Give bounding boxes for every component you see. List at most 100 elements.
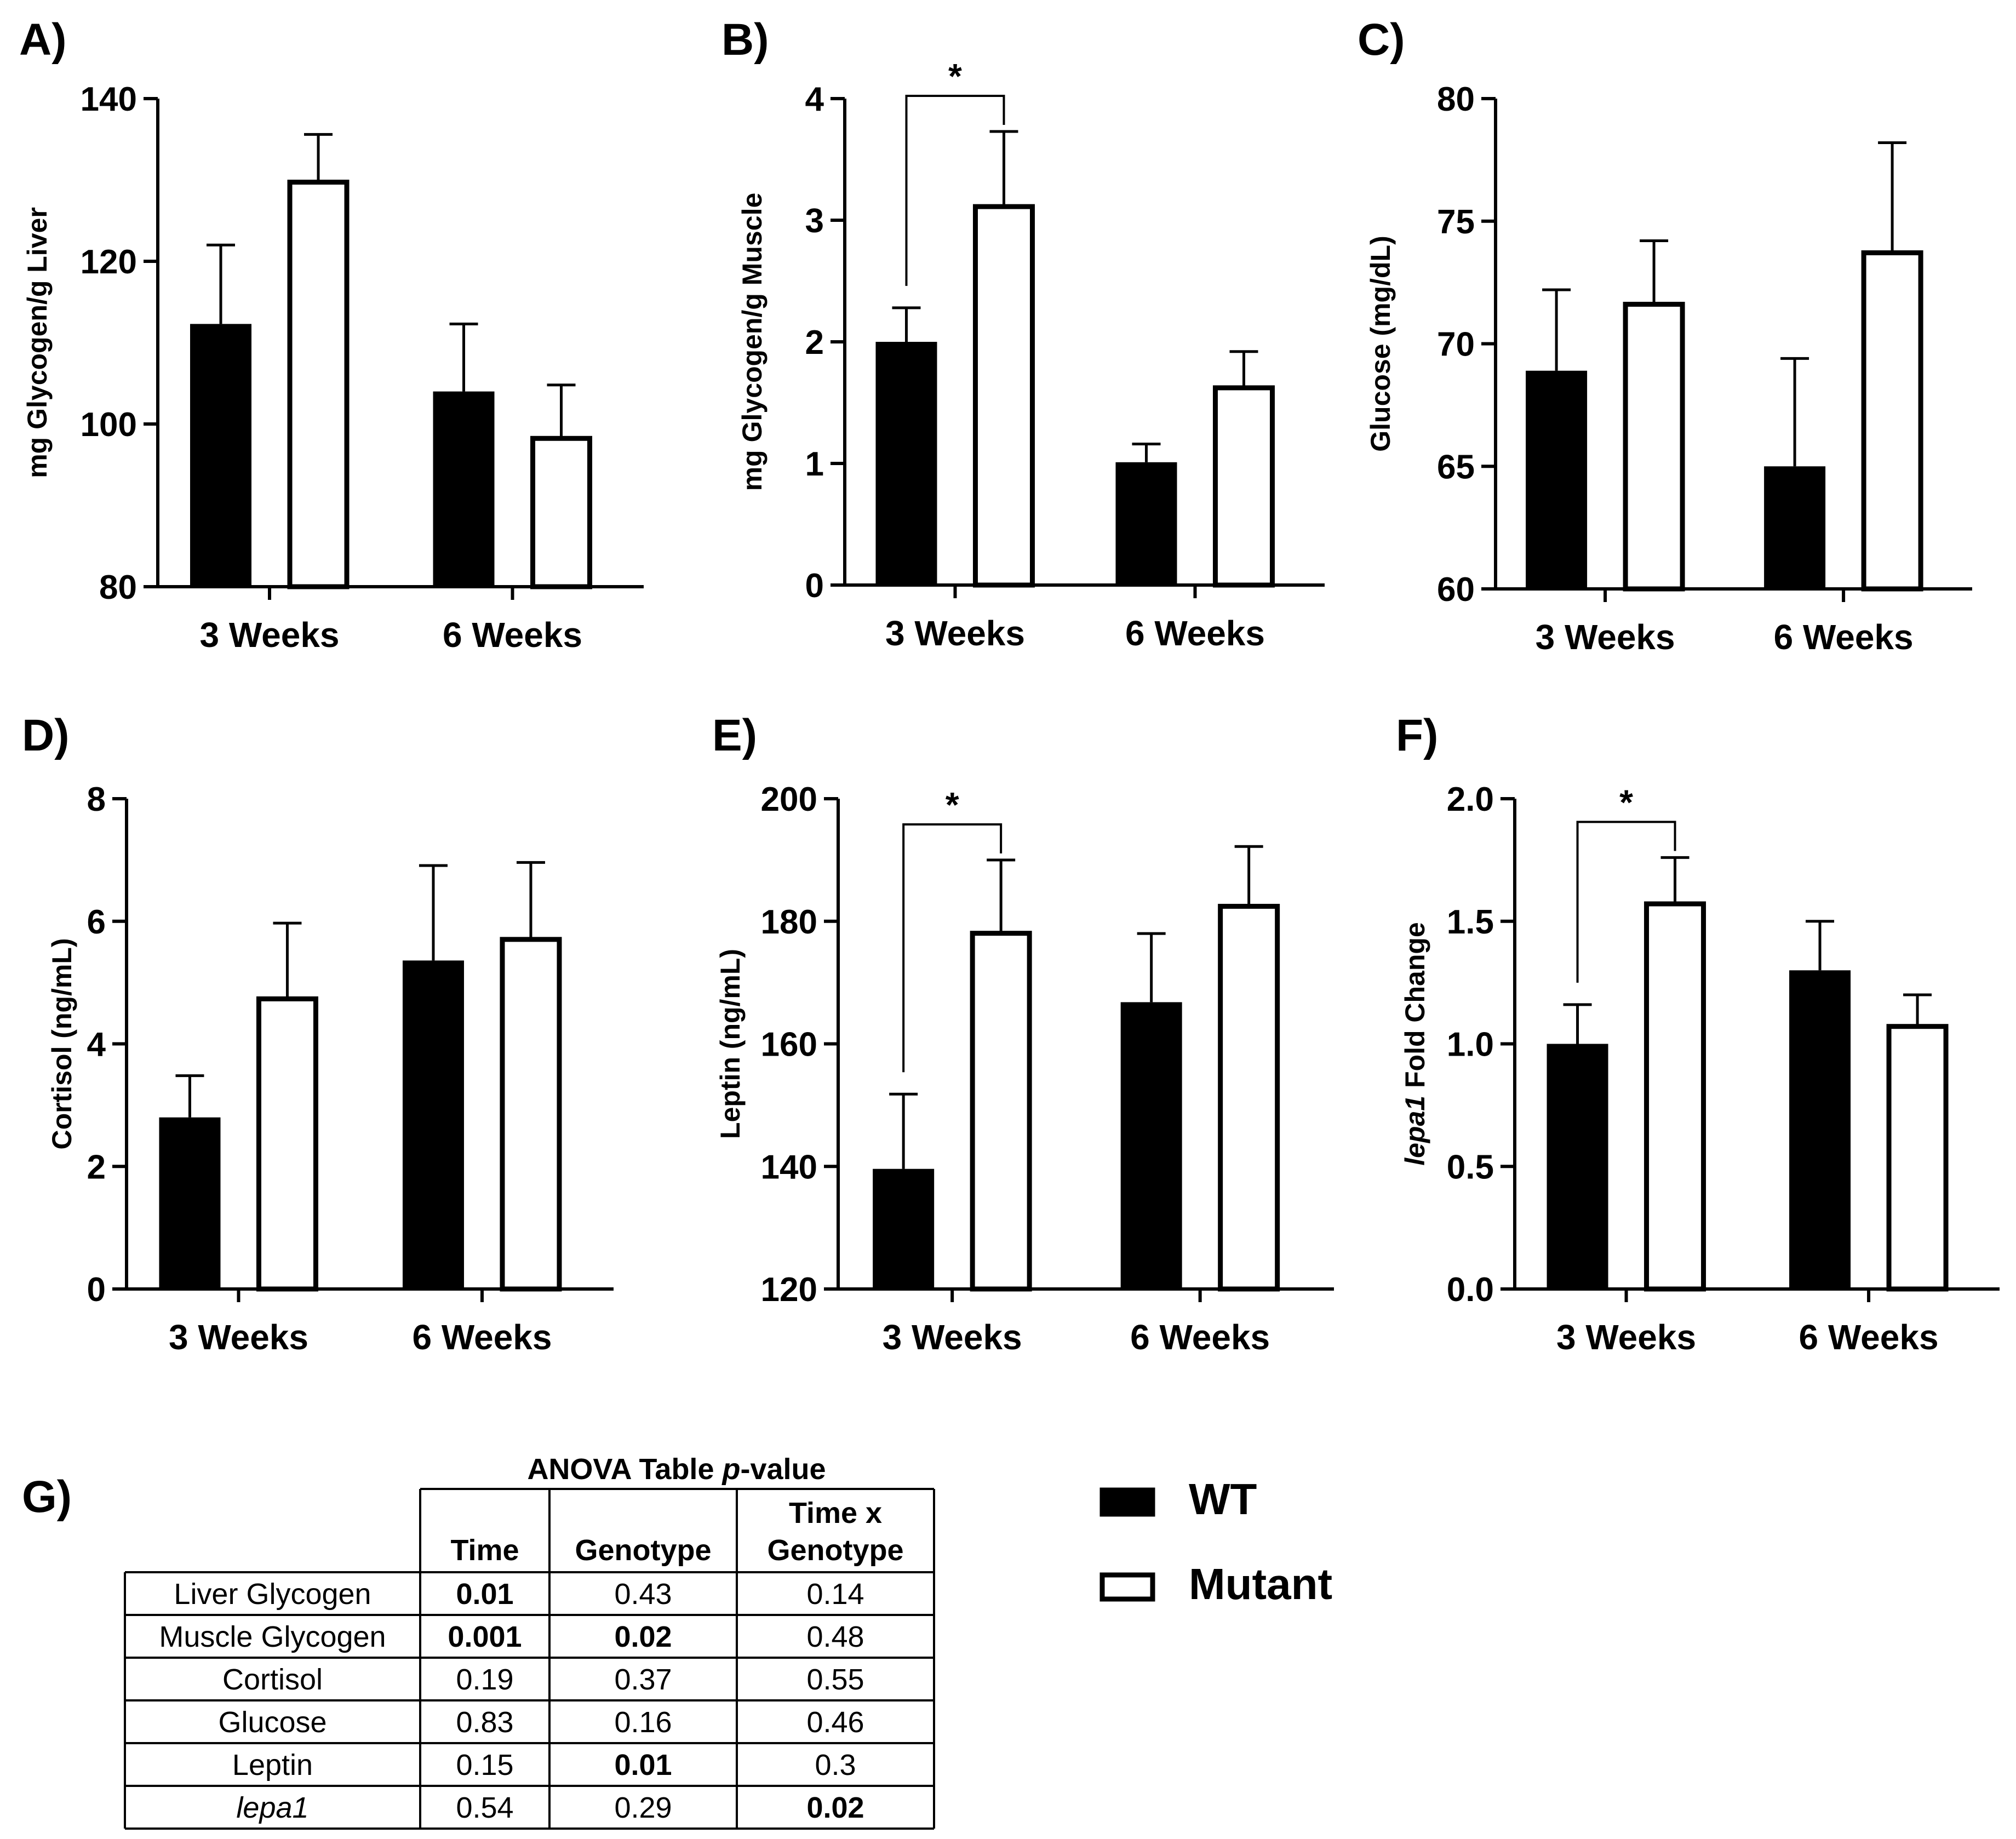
chart-panel-f: F) 0.0 0.5 1.0 1.5 2.0 lepa1 Fold Change 3 Week… [1396,711,2000,1357]
wt-bar [159,1117,221,1289]
panel-label: D) [22,711,70,760]
table-cell: 0.16 [614,1706,672,1739]
chart-panel-c: C) 60 65 70 75 80 Glucose (mg/dL) 3 Weeks 6 Week… [1358,15,1972,657]
legend-label: Mutant [1189,1560,1332,1608]
x-tick-label: 3 Weeks [1536,617,1675,657]
table-col-header: Genotype [767,1534,903,1567]
table-row-label: Cortisol [222,1663,323,1696]
wt-bar [1547,1044,1608,1289]
wt-bar [873,1168,935,1289]
wt-bar [1764,466,1826,589]
table-cell: 0.19 [456,1663,513,1696]
table-cell: 0.37 [614,1663,672,1696]
x-tick-label: 6 Weeks [1130,1317,1270,1357]
x-tick-label: 6 Weeks [443,615,582,655]
x-tick-label: 3 Weeks [883,1317,1022,1357]
significance-bracket [902,823,1003,1073]
y-tick-label: 120 [81,243,137,281]
x-tick-label: 6 Weeks [1125,614,1265,653]
panel-label: E) [712,711,757,760]
table-cell: 0.54 [456,1791,513,1824]
table-row-label: Liver Glycogen [174,1578,371,1611]
wt-bar [1526,370,1588,589]
y-tick-label: 75 [1437,203,1475,241]
table-cell: 0.46 [806,1706,864,1739]
significance-bracket [905,94,1005,286]
table-col-header: Genotype [575,1534,711,1567]
chart-panel-d: D) 0 2 4 6 8 Cortisol (ng/mL) 3 Weeks 6 Weeks [22,711,614,1357]
wt-bar [1115,462,1177,585]
legend: WT Mutant [1099,1475,1332,1608]
wt-bar [402,960,464,1289]
table-cell: 0.29 [614,1791,672,1824]
y-tick-label: 100 [81,406,137,444]
y-tick-label: 4 [805,81,824,118]
y-tick-label: 140 [81,81,137,118]
table-cell: 0.14 [806,1578,864,1611]
chart-panel-b: B) 0 1 2 3 4 mg Glycogen/g Muscle 3 Weeks 6 Week… [721,15,1325,653]
significance-star: * [946,785,959,824]
table-row-label: lepa1 [236,1791,308,1824]
wt-bar [190,324,252,587]
wt-bar [875,342,937,585]
mutant-bar [1623,301,1685,592]
y-tick-label: 4 [87,1026,106,1064]
y-axis-label: mg Glycogen/g Liver [22,207,53,478]
panel-label: G) [22,1472,72,1522]
table-cell: 0.55 [806,1663,864,1696]
table-cell: 0.48 [806,1620,864,1653]
y-tick-label: 120 [761,1271,817,1309]
mutant-bar [287,180,350,589]
y-tick-label: 1.5 [1447,903,1494,941]
mutant-bar [1886,1024,1949,1292]
chart-panel-a: A) 80 100 120 140 mg Glycogen/g Liver 3 Weeks 6… [19,15,644,655]
table-cell: 0.01 [456,1578,513,1611]
y-tick-label: 0.5 [1447,1148,1494,1186]
x-tick-label: 3 Weeks [885,614,1025,653]
significance-star: * [948,56,962,96]
y-axis-label: Glucose (mg/dL) [1365,236,1396,451]
panel-label: F) [1396,711,1438,760]
wt-bar [1120,1002,1182,1289]
table-row-label: Muscle Glycogen [159,1620,386,1653]
table-cell: 0.001 [448,1620,522,1653]
table-col-header: Time x [789,1497,882,1529]
panel-label: B) [721,15,769,65]
x-tick-label: 6 Weeks [1799,1317,1939,1357]
significance-bracket [1576,821,1676,983]
mutant-bar [500,937,562,1292]
y-tick-label: 180 [761,903,817,941]
y-tick-label: 80 [1437,81,1475,118]
y-tick-label: 140 [761,1148,817,1186]
mutant-bar [972,204,1035,588]
y-tick-label: 3 [805,202,824,240]
y-tick-label: 60 [1437,571,1475,609]
table-cell: 0.3 [815,1749,856,1781]
table-title: ANOVA Table p-value [527,1453,826,1486]
table-cell: 0.43 [614,1578,672,1611]
legend-label: WT [1189,1475,1257,1523]
wt-bar [433,391,495,587]
x-tick-label: 3 Weeks [169,1317,308,1357]
mutant-bar [970,931,1032,1292]
y-tick-label: 0 [805,567,824,605]
chart-panel-e: E) 120 140 160 180 200 Leptin (ng/mL) 3 Weeks 6 … [712,711,1334,1357]
y-tick-label: 200 [761,781,817,818]
mutant-bar [1644,901,1706,1292]
table-cell: 0.01 [614,1749,672,1781]
table-cell: 0.02 [806,1791,864,1824]
y-axis-label: Leptin (ng/mL) [715,949,746,1139]
x-tick-label: 6 Weeks [412,1317,552,1357]
y-tick-label: 0.0 [1447,1271,1494,1309]
y-tick-label: 8 [87,781,106,818]
mutant-bar [530,436,593,589]
mutant-bar [1218,903,1280,1292]
significance-star: * [1619,782,1633,822]
anova-table: G) ANOVA Table p-value Time Genotype Time x G… [22,1453,935,1830]
table-row-label: Glucose [218,1706,327,1739]
x-tick-label: 6 Weeks [1774,617,1914,657]
table-col-header: Time [450,1534,519,1567]
y-tick-label: 1.0 [1447,1026,1494,1064]
mutant-bar [256,996,318,1292]
